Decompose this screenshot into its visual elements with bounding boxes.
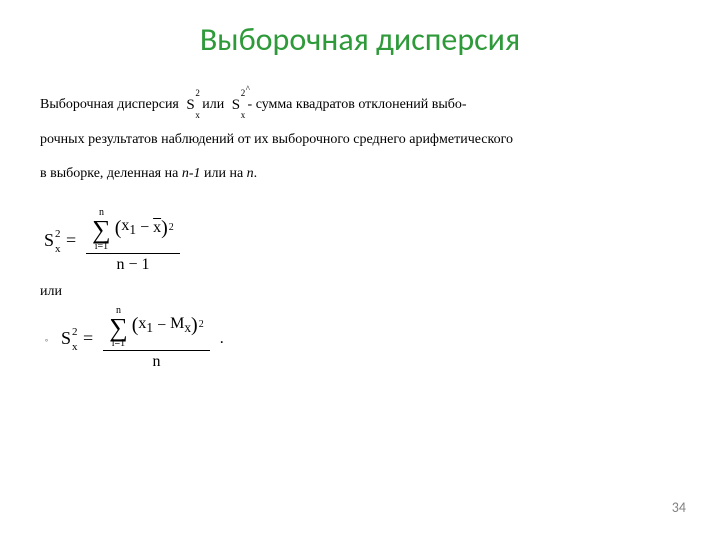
f1-equals: = bbox=[66, 230, 76, 251]
f2-lhs: S 2 x bbox=[61, 328, 71, 349]
def-line-3a: в выборке, деленная на bbox=[40, 166, 182, 181]
f2-denominator: n bbox=[146, 352, 166, 371]
symbol-sx2-1: S 2 x bbox=[186, 87, 194, 123]
lead-label: Выборочная дисперсия bbox=[40, 97, 179, 112]
or-between-formulas: или bbox=[40, 284, 680, 300]
f1-lhs: S 2 x bbox=[44, 230, 54, 251]
formula-2: ∘ S 2 x = n ∑ i=1 ( x1 bbox=[40, 306, 680, 372]
sigma-icon: ∑ bbox=[92, 218, 111, 241]
f1-xi: x1 bbox=[121, 216, 136, 238]
def-rest-1: - сумма квадратов отклонений выбо- bbox=[248, 97, 467, 112]
definition-paragraph: Выборочная дисперсия S 2 x или S ^ 2 x -… bbox=[40, 87, 680, 190]
f2-period: . bbox=[220, 330, 224, 348]
f2-squared: 2 bbox=[199, 319, 204, 331]
f2-equals: = bbox=[83, 328, 93, 349]
n-italic: n bbox=[247, 166, 254, 181]
f1-sum: n ∑ i=1 bbox=[92, 208, 111, 251]
f1-term: ( x1 − x )2 bbox=[115, 216, 174, 238]
formula-1: S 2 x = n ∑ i=1 ( x1 bbox=[40, 208, 680, 274]
f2-sum: n ∑ i=1 bbox=[109, 306, 128, 349]
def-line-2: рочных результатов наблюдений от их выбо… bbox=[40, 132, 513, 147]
f1-denominator: n − 1 bbox=[110, 255, 155, 274]
slide: Выборочная дисперсия Выборочная дисперси… bbox=[0, 0, 720, 540]
symbol-sx2-hat: S ^ 2 x bbox=[232, 87, 240, 123]
n-minus-1: n-1 bbox=[182, 166, 201, 181]
slide-title: Выборочная дисперсия bbox=[40, 20, 680, 59]
f1-fraction: n ∑ i=1 ( x1 − x )2 n − 1 bbox=[86, 208, 180, 274]
def-line-3c: . bbox=[254, 166, 258, 181]
f1-xbar: x bbox=[153, 218, 161, 237]
sigma-icon: ∑ bbox=[109, 316, 128, 339]
f2-term: ( x1 − Mx )2 bbox=[132, 314, 204, 336]
f1-squared: 2 bbox=[169, 222, 174, 234]
f2-mx: Mx bbox=[170, 314, 191, 336]
bullet-icon: ∘ bbox=[44, 336, 49, 345]
page-number: 34 bbox=[672, 499, 686, 516]
f2-xi: x1 bbox=[138, 314, 153, 336]
or-word-1: или bbox=[202, 97, 224, 112]
def-line-3b: или на bbox=[200, 166, 246, 181]
f2-fraction: n ∑ i=1 ( x1 − Mx )2 bbox=[103, 306, 210, 372]
